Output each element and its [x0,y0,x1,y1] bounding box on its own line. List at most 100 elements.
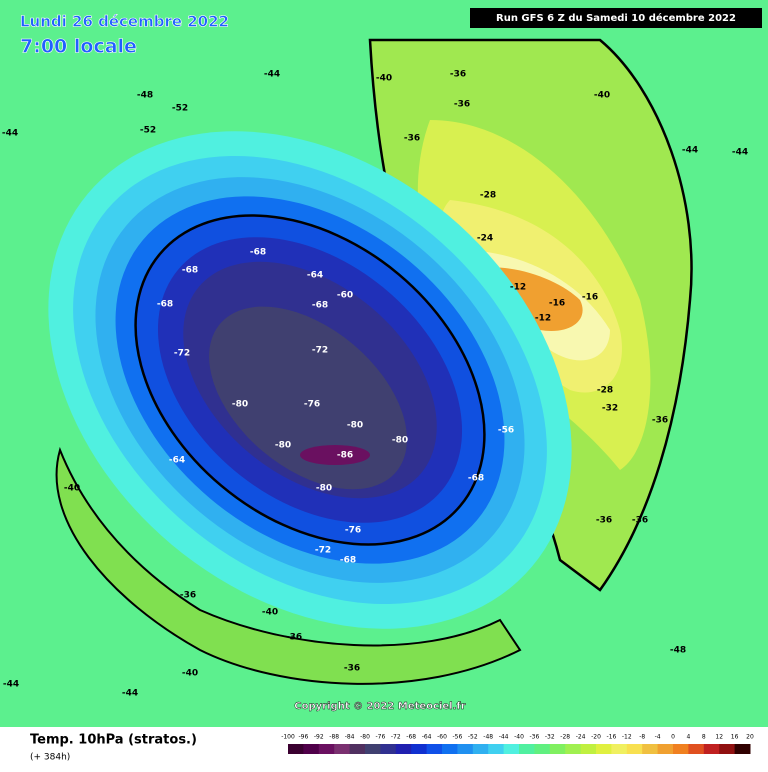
legend-label: -24 [576,734,586,741]
contour-label: -44 [732,148,748,158]
contour-label: -44 [2,129,18,139]
legend-label: -96 [298,734,308,741]
legend-label: -80 [360,734,370,741]
contour-label: -64 [307,271,323,281]
legend-swatch [642,744,659,754]
contour-label: -72 [174,349,190,359]
contour-label: -36 [404,134,420,144]
legend-label: -92 [314,734,324,741]
contour-label: -12 [510,283,526,293]
date: Lundi 26 décembre 2022 [20,13,229,31]
legend-label: -52 [468,734,478,741]
legend-swatch [349,744,366,754]
legend-swatch [426,744,443,754]
legend-swatch [534,744,551,754]
time: 7:00 locale [20,36,137,58]
contour-label: -68 [182,266,198,276]
contour-label: -80 [232,400,248,410]
contour-label: -36 [344,664,360,674]
contour-label: -80 [275,441,291,451]
contour-label: -80 [392,436,408,446]
legend-label: -32 [545,734,555,741]
contour-label: -36 [286,633,302,643]
contour-label: -44 [3,680,19,690]
legend-swatch [673,744,689,754]
contour-label: -44 [264,70,280,80]
legend-swatch [519,744,535,754]
color-legend: -100 -96 -92 -88 -84 -80 -76 -72 -68 -64 -60 -56 -52… [281,734,754,754]
contour-label: -48 [670,646,686,656]
legend-label: -84 [345,734,355,741]
contour-label: -36 [454,100,470,110]
legend-swatch [688,744,705,754]
legend-label: -44 [499,734,509,741]
legend-swatch [318,744,335,754]
run-info: Run GFS 6 Z du Samedi 10 décembre 2022 [496,12,736,24]
legend-swatch [626,744,643,754]
legend-label: -56 [452,734,462,741]
legend-swatch [611,744,628,754]
contour-label: -40 [64,484,80,494]
contour-label: -36 [652,416,668,426]
legend-swatch [365,744,381,754]
legend-swatch [488,744,505,754]
legend-swatch [334,744,351,754]
legend-swatch [380,744,397,754]
contour-label: -52 [140,126,156,136]
legend-label: -72 [391,734,401,741]
footer-title: Temp. 10hPa (stratos.) [30,733,197,748]
contour-label: -16 [582,293,598,303]
contour-label: -68 [312,301,328,311]
legend-swatch [596,744,612,754]
legend-label: 4 [686,734,690,741]
contour-label: -48 [137,91,153,101]
legend-label: -68 [406,734,416,741]
contour-label: -32 [602,404,618,414]
contour-label: -68 [250,248,266,258]
legend-label: -36 [529,734,539,741]
contour-label: -28 [597,386,613,396]
legend-swatch [395,744,412,754]
legend-label: -76 [375,734,385,741]
legend-swatch [503,744,520,754]
contour-label: -12 [535,314,551,324]
contour-label: -36 [180,591,196,601]
legend-label: -100 [281,734,295,741]
contour-label: -68 [340,556,356,566]
run-box [470,8,762,28]
legend-label: -28 [560,734,570,741]
legend-swatch [549,744,566,754]
footer-lead: (+ 384h) [30,753,70,763]
contour-label: -44 [122,689,138,699]
legend-swatch [288,744,304,754]
legend-label: -8 [639,734,645,741]
copyright: Copyright © 2022 Meteociel.fr [294,701,465,712]
contour-label: -76 [304,400,320,410]
legend-swatch [411,744,428,754]
legend-label: -64 [422,734,432,741]
legend-swatch [580,744,597,754]
contour-label: -16 [549,299,565,309]
legend-label: -48 [483,734,493,741]
contour-label: -72 [312,346,328,356]
contour-label: -40 [376,74,392,84]
contour-label: -64 [169,456,185,466]
contour-label: -44 [682,146,698,156]
contour-label: -68 [468,474,484,484]
contour-label: -36 [632,516,648,526]
legend-label: 0 [671,734,675,741]
legend-swatch [719,744,736,754]
contour-label: -36 [596,516,612,526]
contour-label: -80 [316,484,332,494]
contour-label: -86 [337,451,353,461]
contour-label: -72 [315,546,331,556]
legend-swatch [457,744,474,754]
legend-label: -20 [591,734,601,741]
legend-label: -60 [437,734,447,741]
map-fields [48,38,693,685]
legend-swatch [703,744,720,754]
contour-label: -68 [157,300,173,310]
legend-label: -88 [329,734,339,741]
legend-swatch [657,744,674,754]
